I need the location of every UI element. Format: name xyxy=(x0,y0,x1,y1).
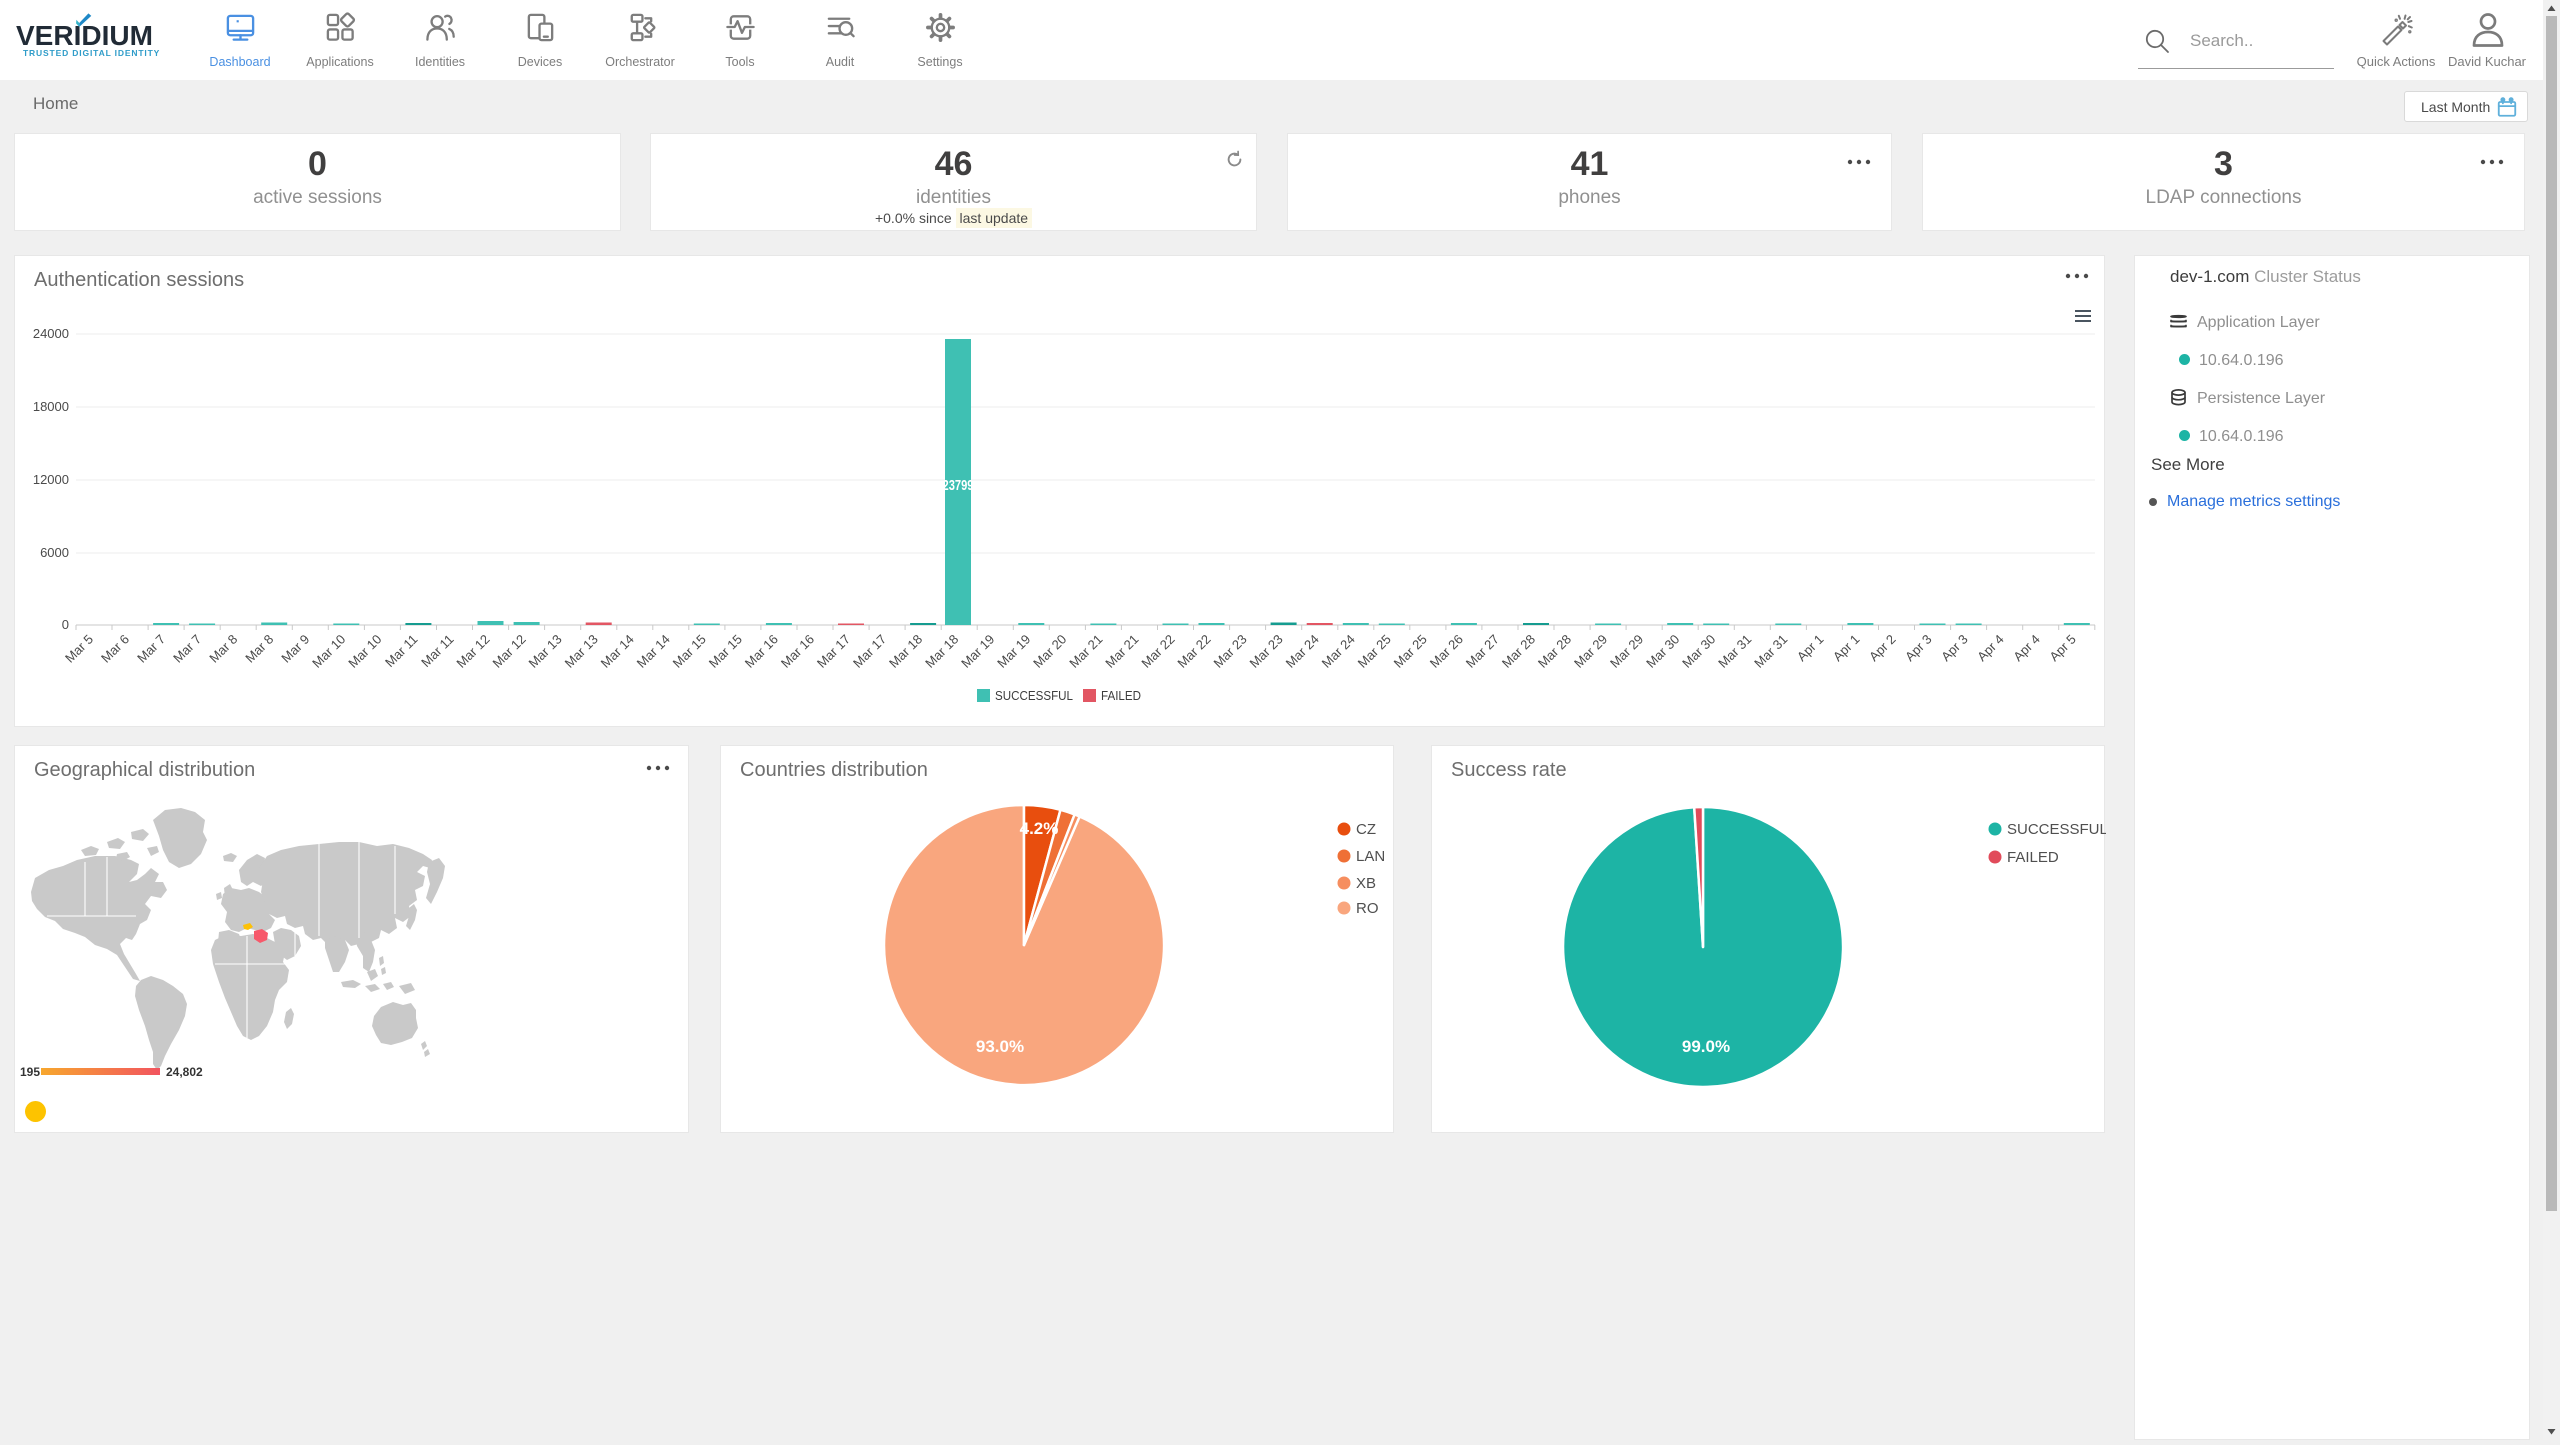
svg-text:LAN: LAN xyxy=(1356,848,1385,865)
svg-text:Mar 13: Mar 13 xyxy=(525,632,564,671)
svg-text:Mar 25: Mar 25 xyxy=(1391,632,1430,671)
svg-text:Mar 30: Mar 30 xyxy=(1643,632,1682,671)
svg-text:RO: RO xyxy=(1356,900,1379,917)
svg-text:Mar 30: Mar 30 xyxy=(1679,632,1718,671)
svg-text:Mar 26: Mar 26 xyxy=(1427,632,1466,671)
svg-text:18000: 18000 xyxy=(33,399,69,414)
svg-text:Mar 13: Mar 13 xyxy=(562,632,601,671)
svg-text:Mar 28: Mar 28 xyxy=(1535,632,1574,671)
svg-text:Mar 28: Mar 28 xyxy=(1499,632,1538,671)
svg-text:Mar 22: Mar 22 xyxy=(1138,632,1177,671)
svg-text:FAILED: FAILED xyxy=(1101,688,1141,703)
svg-text:Mar 31: Mar 31 xyxy=(1751,632,1790,671)
svg-text:Mar 10: Mar 10 xyxy=(309,632,348,671)
svg-text:XB: XB xyxy=(1356,875,1376,892)
svg-text:Mar 7: Mar 7 xyxy=(170,632,204,666)
svg-text:Mar 12: Mar 12 xyxy=(453,632,492,671)
svg-text:Apr 3: Apr 3 xyxy=(1902,632,1935,665)
svg-text:Mar 10: Mar 10 xyxy=(345,632,384,671)
svg-text:Mar 24: Mar 24 xyxy=(1319,632,1358,671)
svg-text:Mar 17: Mar 17 xyxy=(814,632,853,671)
svg-text:Mar 7: Mar 7 xyxy=(134,632,168,666)
svg-text:4.2%: 4.2% xyxy=(1020,819,1059,838)
svg-text:Mar 16: Mar 16 xyxy=(742,632,781,671)
svg-text:CZ: CZ xyxy=(1356,821,1376,838)
svg-text:Mar 29: Mar 29 xyxy=(1607,632,1646,671)
svg-text:Mar 15: Mar 15 xyxy=(706,632,745,671)
svg-text:Mar 9: Mar 9 xyxy=(278,632,312,666)
svg-text:24000: 24000 xyxy=(33,326,69,341)
svg-text:Mar 23: Mar 23 xyxy=(1210,632,1249,671)
svg-text:Mar 22: Mar 22 xyxy=(1174,632,1213,671)
svg-text:Mar 17: Mar 17 xyxy=(850,632,889,671)
svg-text:Mar 20: Mar 20 xyxy=(1030,632,1069,671)
svg-text:Mar 12: Mar 12 xyxy=(489,632,528,671)
svg-text:Mar 16: Mar 16 xyxy=(778,632,817,671)
svg-text:Apr 3: Apr 3 xyxy=(1938,632,1971,665)
svg-text:Mar 18: Mar 18 xyxy=(886,632,925,671)
svg-text:Mar 8: Mar 8 xyxy=(206,632,240,666)
svg-text:FAILED: FAILED xyxy=(2007,849,2059,866)
svg-text:Mar 14: Mar 14 xyxy=(634,632,673,671)
svg-text:Mar 23: Mar 23 xyxy=(1246,632,1285,671)
svg-text:Mar 29: Mar 29 xyxy=(1571,632,1610,671)
svg-text:Mar 21: Mar 21 xyxy=(1066,632,1105,671)
svg-text:Mar 19: Mar 19 xyxy=(958,632,997,671)
svg-text:Mar 8: Mar 8 xyxy=(242,632,276,666)
svg-text:Mar 11: Mar 11 xyxy=(418,632,457,671)
svg-text:Mar 21: Mar 21 xyxy=(1102,632,1141,671)
svg-text:Mar 18: Mar 18 xyxy=(922,632,961,671)
svg-text:Apr 4: Apr 4 xyxy=(1974,632,2007,665)
svg-text:0: 0 xyxy=(62,617,69,632)
svg-text:Mar 14: Mar 14 xyxy=(598,632,637,671)
svg-text:Mar 19: Mar 19 xyxy=(994,632,1033,671)
svg-text:93.0%: 93.0% xyxy=(976,1037,1024,1056)
svg-text:6000: 6000 xyxy=(40,545,69,560)
svg-text:23799: 23799 xyxy=(943,477,974,494)
svg-text:Mar 11: Mar 11 xyxy=(382,632,421,671)
svg-text:Apr 5: Apr 5 xyxy=(2046,632,2079,665)
svg-text:Apr 1: Apr 1 xyxy=(1794,632,1827,665)
svg-text:Apr 2: Apr 2 xyxy=(1866,632,1899,665)
svg-text:Mar 25: Mar 25 xyxy=(1355,632,1394,671)
svg-text:12000: 12000 xyxy=(33,472,69,487)
svg-text:Apr 4: Apr 4 xyxy=(2010,632,2043,665)
svg-text:Mar 24: Mar 24 xyxy=(1283,632,1322,671)
svg-text:Mar 27: Mar 27 xyxy=(1463,632,1502,671)
svg-text:Mar 6: Mar 6 xyxy=(98,632,132,666)
svg-text:99.0%: 99.0% xyxy=(1682,1037,1730,1056)
svg-text:SUCCESSFUL: SUCCESSFUL xyxy=(2007,821,2106,838)
svg-text:Mar 5: Mar 5 xyxy=(62,632,96,666)
svg-text:Apr 1: Apr 1 xyxy=(1830,632,1863,665)
svg-text:SUCCESSFUL: SUCCESSFUL xyxy=(995,688,1073,703)
svg-text:Mar 31: Mar 31 xyxy=(1715,632,1754,671)
svg-text:Mar 15: Mar 15 xyxy=(670,632,709,671)
